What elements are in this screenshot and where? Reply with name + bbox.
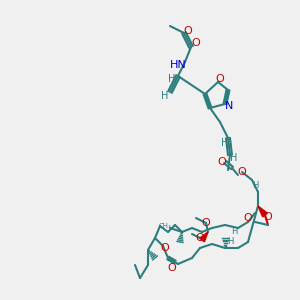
Text: CH₃: CH₃ (159, 223, 171, 229)
Text: O: O (196, 233, 204, 243)
Text: H: H (168, 74, 176, 84)
Polygon shape (258, 206, 267, 217)
Text: O: O (168, 263, 176, 273)
Text: N: N (225, 101, 233, 111)
Text: O: O (160, 243, 169, 253)
Text: H: H (227, 236, 233, 245)
Text: H: H (231, 226, 237, 236)
Text: O: O (216, 74, 224, 84)
Text: O: O (264, 212, 272, 222)
Text: O: O (238, 167, 246, 177)
Text: H: H (230, 153, 238, 163)
Text: O: O (184, 26, 192, 36)
Text: HN: HN (169, 60, 186, 70)
Text: H: H (252, 182, 258, 190)
Text: O: O (244, 213, 252, 223)
Text: O: O (218, 157, 226, 167)
Text: H: H (221, 138, 229, 148)
Polygon shape (200, 232, 208, 242)
Text: O: O (192, 38, 200, 48)
Text: H: H (161, 91, 169, 101)
Text: O: O (202, 218, 210, 228)
